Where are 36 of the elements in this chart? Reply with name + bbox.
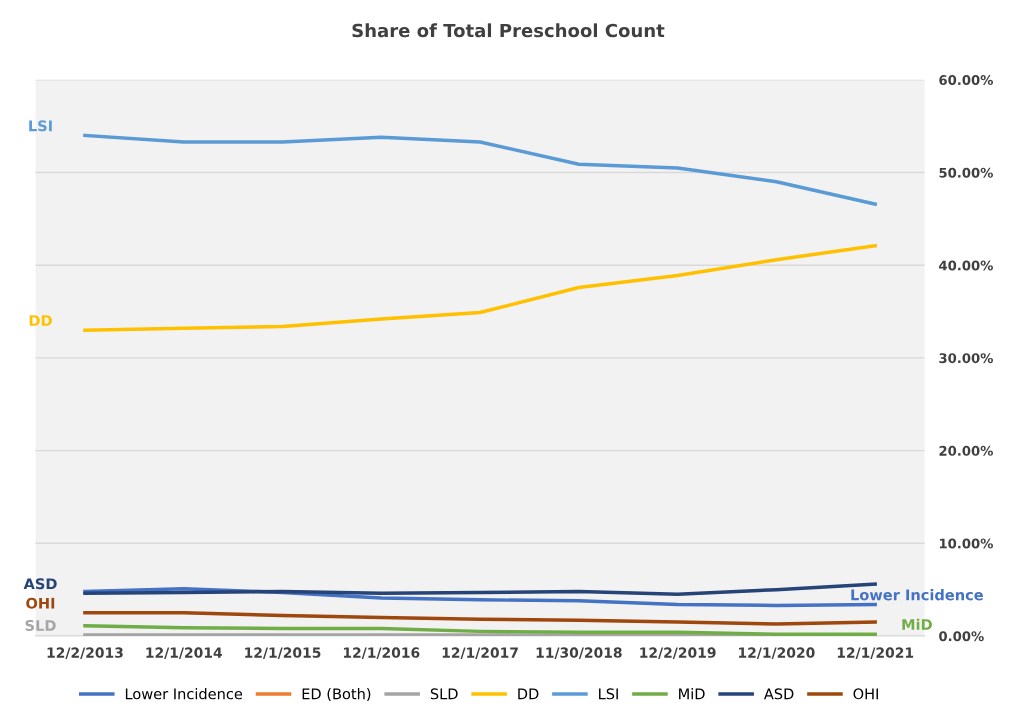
legend-label: ED (Both) (302, 688, 371, 702)
y-tick-label: 30.00% (939, 353, 993, 364)
legend-label: MiD (679, 688, 705, 700)
x-tick-label: 12/2/2013 (47, 647, 123, 659)
x-tick-label: 12/1/2021 (837, 647, 914, 659)
x-tick-label: 12/1/2017 (442, 647, 518, 659)
chart-title: Share of Total Preschool Count (352, 23, 665, 38)
legend-label: LSI (599, 688, 618, 700)
x-tick-label: 11/30/2018 (536, 647, 622, 659)
legend-label: ASD (763, 688, 794, 700)
y-tick-label: 10.00% (939, 538, 993, 549)
x-tick-label: 12/1/2020 (739, 647, 815, 659)
annotation: SLD (25, 619, 56, 631)
y-tick-label: 60.00% (939, 75, 993, 86)
x-tick-label: 12/1/2014 (146, 647, 222, 659)
annotation: Lower Incidence (851, 589, 983, 601)
legend-label: OHI (853, 688, 878, 700)
legend-label: DD (518, 688, 539, 700)
annotation: LSI (29, 120, 52, 132)
y-tick-label: 0.00% (939, 631, 984, 642)
y-tick-label: 50.00% (939, 167, 993, 178)
legend-label: Lower Incidence (125, 688, 243, 700)
x-tick-label: 12/1/2016 (343, 647, 420, 659)
annotation: ASD (23, 578, 57, 590)
line-series (83, 624, 877, 636)
x-tick-label: 12/1/2015 (245, 647, 321, 659)
line-series (83, 611, 877, 626)
annotation: OHI (26, 597, 55, 609)
y-tick-label: 20.00% (939, 445, 993, 456)
line-series (83, 244, 877, 332)
x-tick-label: 12/2/2019 (640, 647, 716, 659)
y-tick-label: 40.00% (939, 260, 993, 271)
annotation: DD (29, 315, 52, 326)
annotation: MiD (902, 618, 932, 630)
line-series (83, 133, 877, 206)
legend-label: SLD (430, 688, 458, 700)
